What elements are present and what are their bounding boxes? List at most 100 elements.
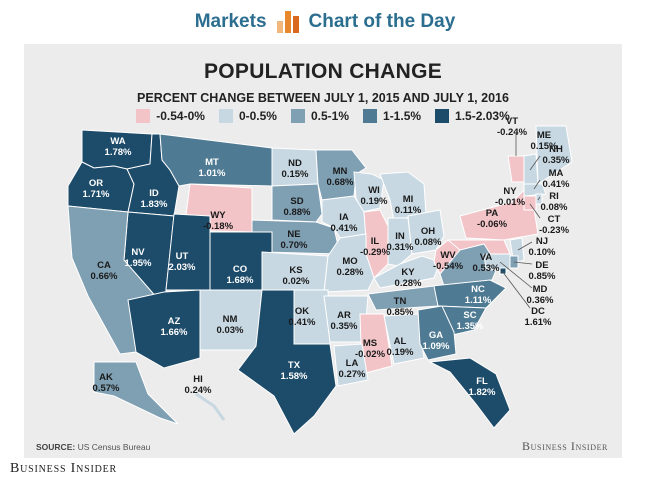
state-value-label: 2.03% <box>169 262 196 273</box>
state-value-label: 0.15% <box>531 141 558 152</box>
state-value-label: 1.68% <box>227 275 254 286</box>
map-title: POPULATION CHANGE <box>203 60 443 83</box>
state-value-label: 0.03% <box>217 325 244 336</box>
leader-line <box>529 155 541 171</box>
state-abbr-label: MT <box>205 157 219 168</box>
state-value-label: 0.35% <box>331 321 358 332</box>
state-value-label: 0.11% <box>395 205 422 216</box>
state-value-label: 0.57% <box>93 383 120 394</box>
legend-swatch <box>363 109 378 123</box>
state-sd <box>271 183 323 223</box>
state-abbr-label: MI <box>403 194 414 205</box>
state-value-label: -0.18% <box>203 221 234 232</box>
state-value-label: 0.41% <box>543 179 570 190</box>
state-abbr-label: TX <box>288 360 301 371</box>
map-subtitle: PERCENT CHANGE BETWEEN JULY 1, 2015 AND … <box>137 91 509 105</box>
map-card: POPULATION CHANGE PERCENT CHANGE BETWEEN… <box>24 44 622 458</box>
state-ak <box>93 361 179 425</box>
state-abbr-label: NM <box>223 314 238 325</box>
state-value-label: 1.01% <box>199 168 226 179</box>
state-hi <box>195 392 226 421</box>
state-abbr-label: IA <box>339 212 349 223</box>
state-value-label: 0.70% <box>281 240 308 251</box>
state-abbr-label: UT <box>176 251 189 262</box>
state-abbr-label: CO <box>233 264 247 275</box>
state-al <box>383 313 425 365</box>
state-abbr-label: KY <box>401 267 415 278</box>
legend-label: -0.54-0% <box>156 109 205 123</box>
legend-swatch <box>435 109 450 123</box>
state-fl <box>428 357 511 429</box>
state-value-label: -0.54% <box>433 261 464 272</box>
legend-swatch <box>290 109 305 123</box>
state-value-label: -0.29% <box>360 247 391 258</box>
state-abbr-label: DE <box>535 260 548 271</box>
state-abbr-label: WA <box>110 136 125 147</box>
state-value-label: 0.28% <box>337 267 364 278</box>
state-abbr-label: NE <box>287 229 300 240</box>
state-mo <box>323 233 375 293</box>
state-value-label: 0.41% <box>289 317 316 328</box>
state-dc <box>499 267 507 275</box>
state-value-label: 0.27% <box>339 369 366 380</box>
state-abbr-label: CT <box>548 214 561 225</box>
business-insider-logo: Business Insider <box>522 439 608 453</box>
state-tx <box>237 289 337 435</box>
state-value-label: 0.08% <box>415 237 442 248</box>
state-value-label: -0.24% <box>497 127 528 138</box>
state-abbr-label: WY <box>210 210 226 221</box>
state-vt <box>507 155 525 183</box>
state-abbr-label: VT <box>506 116 518 127</box>
state-abbr-label: IN <box>395 231 405 242</box>
state-value-label: 1.66% <box>161 327 188 338</box>
state-ma <box>523 183 547 197</box>
state-abbr-label: AZ <box>168 316 181 327</box>
state-value-label: 1.71% <box>83 189 110 200</box>
state-la <box>333 343 369 387</box>
state-abbr-label: ND <box>288 158 302 169</box>
state-value-label: 1.35% <box>457 321 484 332</box>
state-abbr-label: MN <box>333 166 348 177</box>
state-in <box>387 217 413 267</box>
state-ny <box>459 182 539 241</box>
state-value-label: -0.23% <box>539 225 570 236</box>
state-value-label: 1.82% <box>469 387 496 398</box>
bar-logo-icon <box>276 11 299 33</box>
state-abbr-label: TN <box>394 296 407 307</box>
state-wi <box>353 171 385 213</box>
state-abbr-label: MA <box>549 168 564 179</box>
state-value-label: 0.41% <box>331 223 358 234</box>
chart-of-the-day-label: Chart of the Day <box>308 11 456 32</box>
state-value-label: 0.85% <box>387 307 414 318</box>
legend-label: 1-1.5% <box>383 109 422 123</box>
state-abbr-label: OK <box>295 306 309 317</box>
state-value-label: 0.08% <box>541 202 568 213</box>
state-value-label: 1.61% <box>525 317 552 328</box>
state-abbr-label: NJ <box>536 236 548 247</box>
state-ga <box>417 305 457 361</box>
state-value-label: 0.31% <box>387 242 414 253</box>
state-value-label: 0.28% <box>395 278 422 289</box>
state-abbr-label: MD <box>533 284 548 295</box>
state-value-label: 1.58% <box>281 371 308 382</box>
legend-item: 1-1.5% <box>363 108 421 124</box>
state-value-label: 1.11% <box>465 295 492 306</box>
state-value-label: 0.19% <box>387 347 414 358</box>
state-abbr-label: NC <box>471 284 485 295</box>
source-note: SOURCE: US Census Bureau <box>36 442 151 452</box>
state-abbr-label: KS <box>289 265 302 276</box>
state-value-label: 0.53% <box>473 263 500 274</box>
state-abbr-label: SC <box>463 310 476 321</box>
state-abbr-label: IL <box>371 236 380 247</box>
us-states-map: WA1.78%OR1.71% ID1.83%MT1.01%ND0.15% MN0.6… <box>67 116 573 435</box>
state-abbr-label: ID <box>149 188 159 199</box>
state-abbr-label: SD <box>290 196 303 207</box>
state-abbr-label: HI <box>193 374 203 385</box>
state-value-label: 0.19% <box>361 196 388 207</box>
state-me <box>535 125 573 185</box>
state-value-label: 1.09% <box>423 341 450 352</box>
state-abbr-label: OH <box>421 226 435 237</box>
legend-item: -0.54-0% <box>136 108 205 124</box>
state-value-label: -0.02% <box>355 349 386 360</box>
state-value-label: 0.15% <box>282 169 309 180</box>
